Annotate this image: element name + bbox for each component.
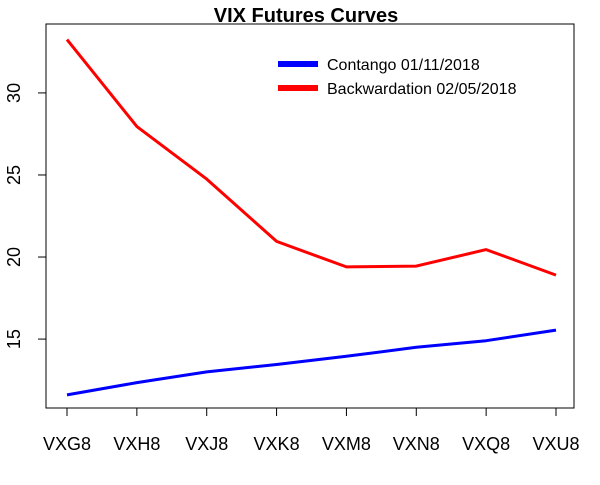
series-layer bbox=[65, 38, 557, 397]
x-tick-label: VXK8 bbox=[254, 434, 300, 454]
x-tick-label: VXM8 bbox=[322, 434, 371, 454]
legend: Contango 01/11/2018 Backwardation 02/05/2… bbox=[278, 57, 517, 98]
y-tick-label: 30 bbox=[4, 83, 24, 103]
legend-label-1: Contango 01/11/2018 bbox=[327, 57, 480, 74]
x-tick-label: VXH8 bbox=[113, 434, 160, 454]
x-tick-label: VXG8 bbox=[43, 434, 91, 454]
x-axis: VXG8 VXH8 VXJ8 VXK8 VXM8 VXN8 VXQ8 VXU8 bbox=[43, 407, 580, 454]
chart-title: VIX Futures Curves bbox=[214, 5, 399, 27]
x-tick-label: VXU8 bbox=[532, 434, 579, 454]
y-tick-label: 15 bbox=[4, 329, 24, 349]
y-tick-label: 20 bbox=[4, 247, 24, 267]
y-tick-label: 25 bbox=[4, 165, 24, 185]
series-line-2 bbox=[65, 38, 557, 277]
y-axis: 15 20 25 30 bbox=[4, 83, 47, 349]
x-tick-label: VXJ8 bbox=[185, 434, 228, 454]
x-tick-label: VXQ8 bbox=[462, 434, 510, 454]
series-line-1 bbox=[66, 328, 557, 397]
x-tick-label: VXN8 bbox=[393, 434, 440, 454]
legend-label-2: Backwardation 02/05/2018 bbox=[327, 81, 517, 98]
